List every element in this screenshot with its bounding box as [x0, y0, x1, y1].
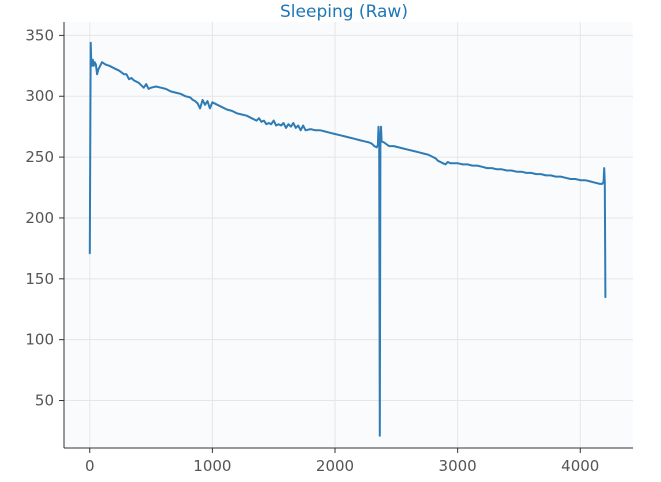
x-tick-label: 2000	[316, 457, 354, 475]
plot-area: 0 1000 2000 3000 4000 50 100 150 200 250 300 350	[25, 22, 633, 475]
y-tick-label: 300	[25, 87, 54, 105]
series-line	[88, 41, 607, 437]
y-tick-label: 200	[25, 209, 54, 227]
x-tick-label: 0	[85, 457, 95, 475]
y-tick-label: 150	[25, 270, 54, 288]
x-tick-label: 4000	[561, 457, 599, 475]
y-tick-label: 250	[25, 148, 54, 166]
x-tick-label: 3000	[439, 457, 477, 475]
y-tick-label: 350	[25, 26, 54, 44]
chart-title: Sleeping (Raw)	[280, 2, 408, 22]
plot-background	[64, 22, 633, 448]
y-tick-label: 100	[25, 331, 54, 349]
x-tick-label: 1000	[193, 457, 231, 475]
y-tick-label: 50	[35, 392, 54, 410]
